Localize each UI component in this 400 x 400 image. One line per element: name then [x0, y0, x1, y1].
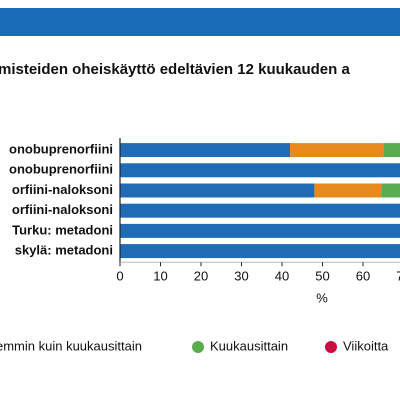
bar-segment [383, 143, 400, 158]
y-tick-label: onobuprenorfiini [9, 162, 113, 177]
bar-segment [120, 183, 315, 198]
x-axis-label: % [316, 290, 328, 305]
x-tick-label: 20 [194, 268, 208, 283]
x-tick-label: 50 [315, 268, 329, 283]
bar-segment [120, 163, 400, 178]
legend-label: Kuukausittain [210, 338, 288, 353]
bar-segment [120, 203, 400, 218]
y-tick-label: onobuprenorfiini [9, 142, 113, 157]
x-tick-label: 10 [153, 268, 167, 283]
x-tick-label: 40 [275, 268, 289, 283]
x-tick-label: 0 [116, 268, 123, 283]
y-tick-label: Turku: metadoni [12, 222, 113, 237]
y-tick-label: orfiini-naloksoni [12, 182, 113, 197]
bar-segment [290, 143, 384, 158]
bar-segment [120, 143, 291, 158]
bar-segment [120, 223, 400, 238]
legend-swatch [325, 341, 337, 353]
y-tick-label: orfiini-naloksoni [12, 202, 113, 217]
bar-segment [120, 244, 400, 259]
bar-segment [381, 183, 400, 198]
header-band [0, 8, 400, 36]
x-tick-label: 70 [396, 268, 400, 283]
chart-title: misteiden oheiskäyttö edeltävien 12 kuuk… [0, 61, 350, 78]
x-tick-label: 30 [234, 268, 248, 283]
legend-swatch [192, 341, 204, 353]
y-tick-label: skylä: metadoni [15, 243, 113, 258]
x-tick-label: 60 [356, 268, 370, 283]
legend-label: emmin kuin kuukausittain [0, 338, 142, 353]
legend-label: Viikoitta [343, 338, 389, 353]
bar-segment [314, 183, 382, 198]
